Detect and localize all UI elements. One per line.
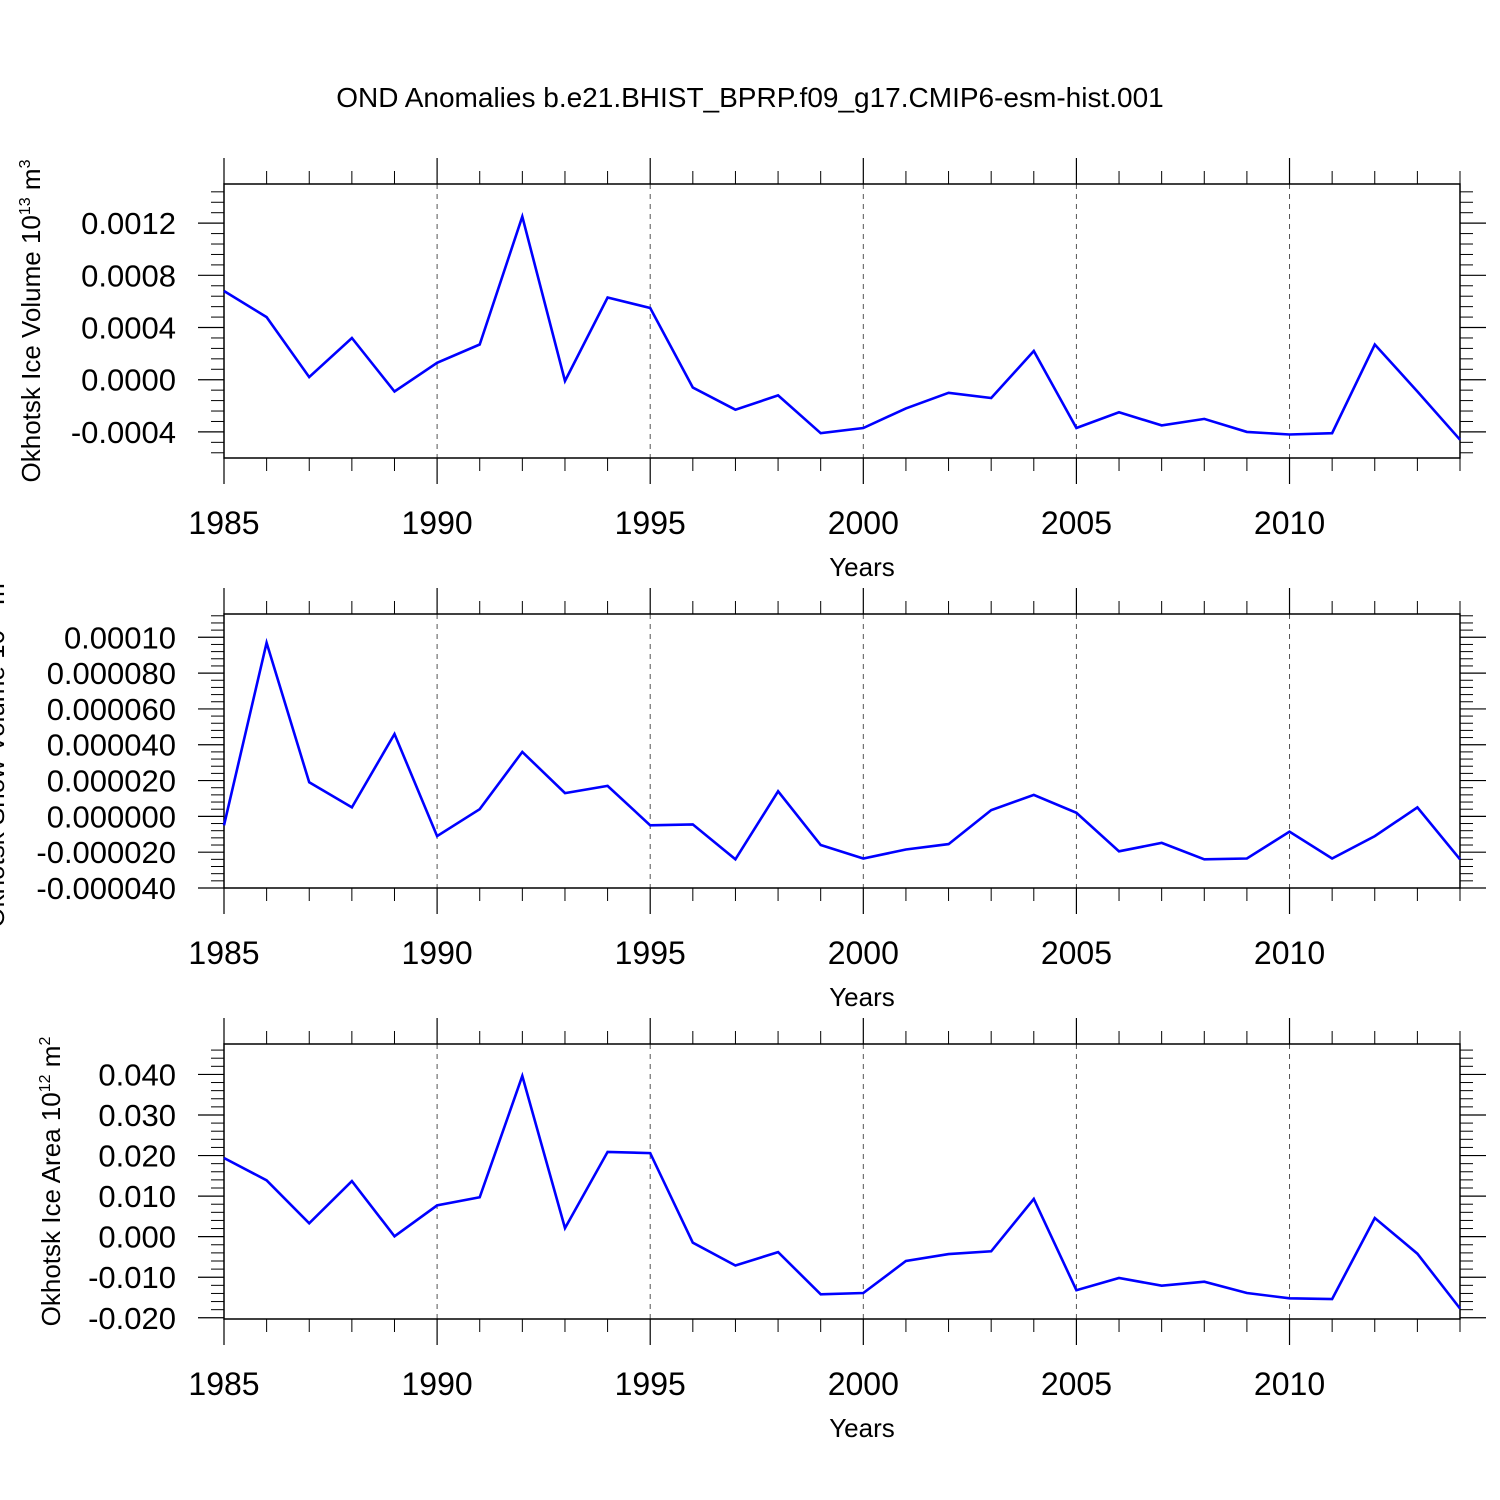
y-tick-label: 0.0004	[81, 311, 176, 346]
x-tick-label: 1985	[188, 505, 259, 541]
plot-frame	[223, 183, 1461, 459]
x-tick-label: 2005	[1041, 935, 1112, 971]
series-line	[223, 212, 1461, 441]
x-tick-label: 1995	[615, 505, 686, 541]
y-tick-label: 0.000	[98, 1220, 176, 1255]
series-line	[223, 1071, 1462, 1310]
y-tick-label: 0.0012	[81, 206, 176, 241]
x-axis-label: Years	[829, 552, 895, 582]
x-tick-label: 2005	[1041, 1366, 1112, 1402]
x-tick-label: 1995	[615, 1366, 686, 1402]
y-tick-label: -0.020	[88, 1301, 176, 1336]
y-tick-label: -0.000020	[36, 835, 176, 870]
y-tick-label: 0.030	[98, 1098, 176, 1133]
y-tick-label: 0.000000	[47, 799, 176, 834]
y-axis-label: Okhotsk Ice Area 1012 m2	[36, 1037, 66, 1327]
y-tick-label: 0.00010	[64, 620, 176, 655]
x-tick-label: 1995	[615, 935, 686, 971]
y-tick-label: -0.0004	[71, 415, 176, 450]
x-tick-label: 2000	[828, 935, 899, 971]
y-tick-label: 0.000080	[47, 656, 176, 691]
x-tick-label: 1990	[402, 505, 473, 541]
y-tick-label: 0.000060	[47, 692, 176, 727]
x-tick-label: 2005	[1041, 505, 1112, 541]
x-tick-label: 2010	[1254, 505, 1325, 541]
y-tick-label: 0.010	[98, 1179, 176, 1214]
panel-ice-volume: 1985 1990 1995 2000 2005 2010 Years -0.0004 0.00…	[16, 158, 1486, 582]
plot-frame	[223, 613, 1461, 889]
x-axis-label: Years	[829, 982, 895, 1012]
x-tick-label: 1985	[188, 935, 259, 971]
figure-title: OND Anomalies b.e21.BHIST_BPRP.f09_g17.C…	[336, 82, 1164, 113]
y-axis-label: Okhotsk Ice Volume 1013 m3	[16, 159, 46, 482]
y-tick-label: -0.010	[88, 1260, 176, 1295]
x-tick-label: 2010	[1254, 935, 1325, 971]
y-axis-label: Okhotsk Snow Volume 1013 m3	[0, 574, 10, 927]
panel-snow-volume: 1985 1990 1995 2000 2005 2010 Years -0.000040-0…	[0, 574, 1486, 1012]
y-tick-label: -0.000040	[36, 871, 176, 906]
x-axis-label: Years	[829, 1413, 895, 1443]
x-tick-label: 1985	[188, 1366, 259, 1402]
y-tick-label: 0.040	[98, 1057, 176, 1092]
x-tick-label: 2000	[828, 1366, 899, 1402]
y-tick-label: 0.0008	[81, 258, 176, 293]
x-tick-label: 2000	[828, 505, 899, 541]
x-tick-label: 1990	[402, 1366, 473, 1402]
x-tick-label: 2010	[1254, 1366, 1325, 1402]
y-tick-label: 0.000040	[47, 728, 176, 763]
y-tick-label: 0.020	[98, 1139, 176, 1174]
x-tick-label: 1990	[402, 935, 473, 971]
series-line	[222, 637, 1462, 862]
y-tick-label: 0.000020	[47, 764, 176, 799]
panel-ice-area: 1985 1990 1995 2000 2005 2010 Years -0.020 -0.01…	[36, 1018, 1486, 1443]
y-tick-label: 0.0000	[81, 363, 176, 398]
plot-frame	[223, 1043, 1461, 1320]
